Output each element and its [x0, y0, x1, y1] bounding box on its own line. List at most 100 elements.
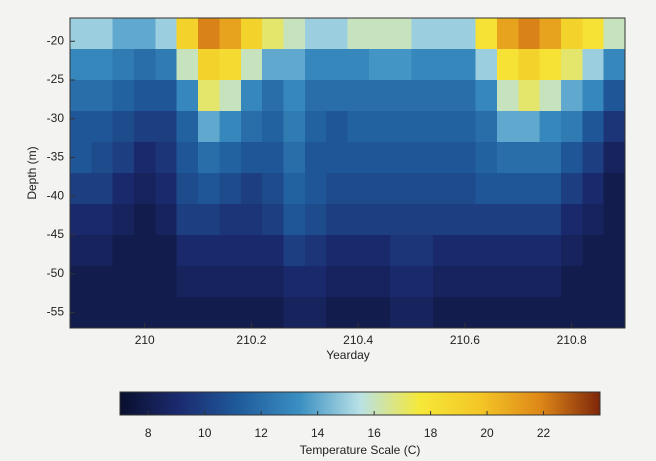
heat-cell: [176, 297, 199, 329]
heat-cell: [454, 235, 477, 267]
heat-cell: [326, 266, 349, 298]
heat-cell: [91, 49, 114, 81]
heat-cell: [219, 49, 242, 81]
heat-cell: [70, 235, 92, 267]
heat-cell: [496, 297, 519, 329]
heat-cell: [155, 204, 178, 236]
y-tick-label: -20: [47, 33, 65, 47]
heat-cell: [262, 173, 285, 205]
heat-cell: [240, 235, 263, 267]
heat-cell: [496, 18, 519, 50]
heat-cell: [496, 173, 519, 205]
heat-cell: [347, 18, 370, 50]
heat-cell: [368, 142, 391, 174]
heat-cell: [432, 49, 455, 81]
heat-cell: [198, 266, 221, 298]
heat-cell: [390, 297, 413, 329]
heat-cell: [560, 204, 583, 236]
heat-cell: [134, 204, 156, 236]
heat-cell: [582, 142, 605, 174]
heat-cell: [219, 235, 242, 267]
heat-cell: [454, 49, 477, 81]
heat-cell: [70, 173, 92, 205]
heat-cell: [198, 173, 221, 205]
x-tick-label: 210: [135, 333, 155, 347]
heat-cell: [112, 266, 135, 298]
heat-cell: [304, 204, 327, 236]
y-tick-label: -45: [47, 227, 65, 241]
heat-cell: [368, 204, 391, 236]
heat-cell: [539, 235, 562, 267]
heat-cell: [198, 235, 221, 267]
heat-cell: [454, 204, 477, 236]
heat-cell: [304, 235, 327, 267]
x-axis-label: Yearday: [326, 348, 370, 362]
heat-cell: [240, 80, 263, 112]
heat-cell: [326, 80, 349, 112]
heat-cell: [70, 18, 92, 50]
heat-cell: [262, 49, 285, 81]
heat-cell: [91, 18, 114, 50]
heat-cell: [539, 297, 562, 329]
heat-cell: [496, 49, 519, 81]
heat-cell: [283, 173, 306, 205]
heat-cell: [539, 173, 562, 205]
heat-cell: [454, 18, 477, 50]
heat-cell: [155, 235, 178, 267]
heat-cell: [219, 80, 242, 112]
heat-cell: [70, 49, 92, 81]
heat-cell: [326, 204, 349, 236]
heat-cell: [304, 111, 327, 143]
heat-cell: [198, 142, 221, 174]
heat-cell: [326, 235, 349, 267]
heat-cell: [240, 49, 263, 81]
heat-cell: [155, 266, 178, 298]
heat-cell: [326, 111, 349, 143]
heat-cell: [112, 297, 135, 329]
heat-cell: [198, 111, 221, 143]
heat-cell: [411, 80, 434, 112]
heat-cell: [411, 173, 434, 205]
x-tick-label: 210.2: [236, 333, 266, 347]
heat-cell: [70, 111, 92, 143]
y-tick-label: -50: [47, 266, 65, 280]
y-axis-label: Depth (m): [25, 146, 39, 199]
heat-cell: [176, 266, 199, 298]
heat-cell: [326, 18, 349, 50]
heat-cell: [539, 266, 562, 298]
heat-cell: [304, 297, 327, 329]
heat-cell: [518, 235, 541, 267]
heat-cell: [432, 204, 455, 236]
heat-cell: [518, 80, 541, 112]
heat-cell: [411, 297, 434, 329]
heat-cell: [454, 111, 477, 143]
heat-cell: [198, 80, 221, 112]
y-tick-label: -30: [47, 111, 65, 125]
heat-cell: [347, 80, 370, 112]
heat-cell: [219, 111, 242, 143]
heat-cell: [198, 204, 221, 236]
heat-cell: [347, 111, 370, 143]
heat-cell: [198, 18, 221, 50]
heat-cell: [518, 142, 541, 174]
heat-cell: [283, 297, 306, 329]
heat-cell: [112, 80, 135, 112]
heat-cell: [582, 18, 605, 50]
heat-cell: [496, 80, 519, 112]
x-tick-label: 210.6: [450, 333, 480, 347]
heat-cell: [326, 173, 349, 205]
heat-cell: [155, 142, 178, 174]
heat-cell: [582, 204, 605, 236]
heat-cell: [475, 111, 498, 143]
heat-cell: [390, 266, 413, 298]
heat-cell: [326, 142, 349, 174]
heat-cell: [91, 111, 114, 143]
heat-cell: [518, 266, 541, 298]
heat-cell: [91, 142, 114, 174]
heat-cell: [432, 297, 455, 329]
heat-cell: [112, 111, 135, 143]
heat-cell: [560, 80, 583, 112]
heat-cell: [454, 297, 477, 329]
heat-cell: [134, 297, 156, 329]
heat-cell: [518, 204, 541, 236]
